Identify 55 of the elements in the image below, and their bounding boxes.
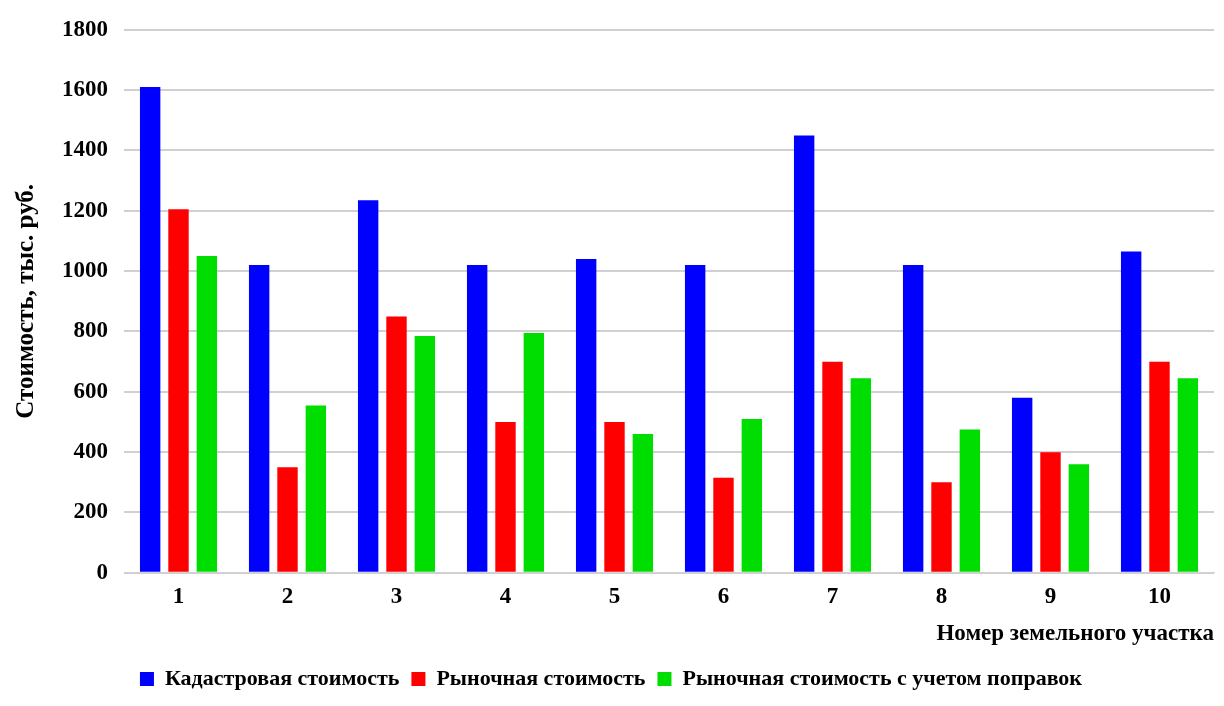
bar xyxy=(139,87,161,572)
bar xyxy=(575,259,597,572)
bar xyxy=(931,482,952,572)
bar xyxy=(850,378,872,572)
bar xyxy=(357,200,379,572)
x-tick-label: 9 xyxy=(1044,582,1057,608)
x-tick-label: 3 xyxy=(390,582,403,608)
x-axis-title: Номер земельного участка xyxy=(936,620,1215,646)
x-tick-label: 1 xyxy=(172,582,185,608)
y-tick-label: 1400 xyxy=(62,136,108,162)
y-axis-title: Стоимость, тыс. руб. xyxy=(11,183,39,419)
bar xyxy=(277,467,298,572)
bar xyxy=(305,405,327,572)
x-tick-label: 2 xyxy=(281,582,294,608)
y-tick-label: 0 xyxy=(96,558,108,584)
legend-label: Рыночная стоимость с учетом поправок xyxy=(682,664,1083,690)
bar xyxy=(1177,378,1199,572)
bar xyxy=(466,265,488,572)
bar xyxy=(1040,452,1061,572)
y-tick-label: 800 xyxy=(73,317,108,343)
bar xyxy=(822,361,843,572)
bar xyxy=(793,135,815,572)
x-tick-label: 7 xyxy=(826,582,839,608)
bar xyxy=(414,335,436,572)
y-tick-label: 1600 xyxy=(62,76,108,102)
bar xyxy=(604,421,625,572)
bar xyxy=(684,265,706,572)
bar xyxy=(741,418,763,572)
bar xyxy=(1068,464,1090,572)
bar xyxy=(1120,251,1142,572)
bar xyxy=(1149,361,1170,572)
y-tick-label: 1000 xyxy=(62,257,108,283)
bar xyxy=(248,265,270,572)
bar xyxy=(495,421,516,572)
bar xyxy=(523,332,545,572)
bar xyxy=(196,256,218,572)
bar xyxy=(632,434,654,572)
bar xyxy=(959,429,981,572)
y-tick-label: 200 xyxy=(73,498,108,524)
x-tick-label: 8 xyxy=(935,582,948,608)
legend-label: Рыночная стоимость xyxy=(436,664,646,690)
y-tick-label: 400 xyxy=(73,438,108,464)
x-tick-label: 5 xyxy=(608,582,621,608)
x-tick-label: 4 xyxy=(499,582,512,608)
bar xyxy=(902,265,924,572)
x-tick-label: 10 xyxy=(1148,582,1171,608)
y-tick-label: 600 xyxy=(73,377,108,403)
y-tick-label: 1200 xyxy=(62,196,108,222)
y-tick-label: 1800 xyxy=(62,15,108,41)
bar xyxy=(1011,397,1033,572)
bar xyxy=(386,316,407,572)
bar xyxy=(168,209,189,572)
legend-label: Кадастровая стоимость xyxy=(164,664,400,690)
bar xyxy=(713,477,734,572)
x-tick-label: 6 xyxy=(717,582,730,608)
